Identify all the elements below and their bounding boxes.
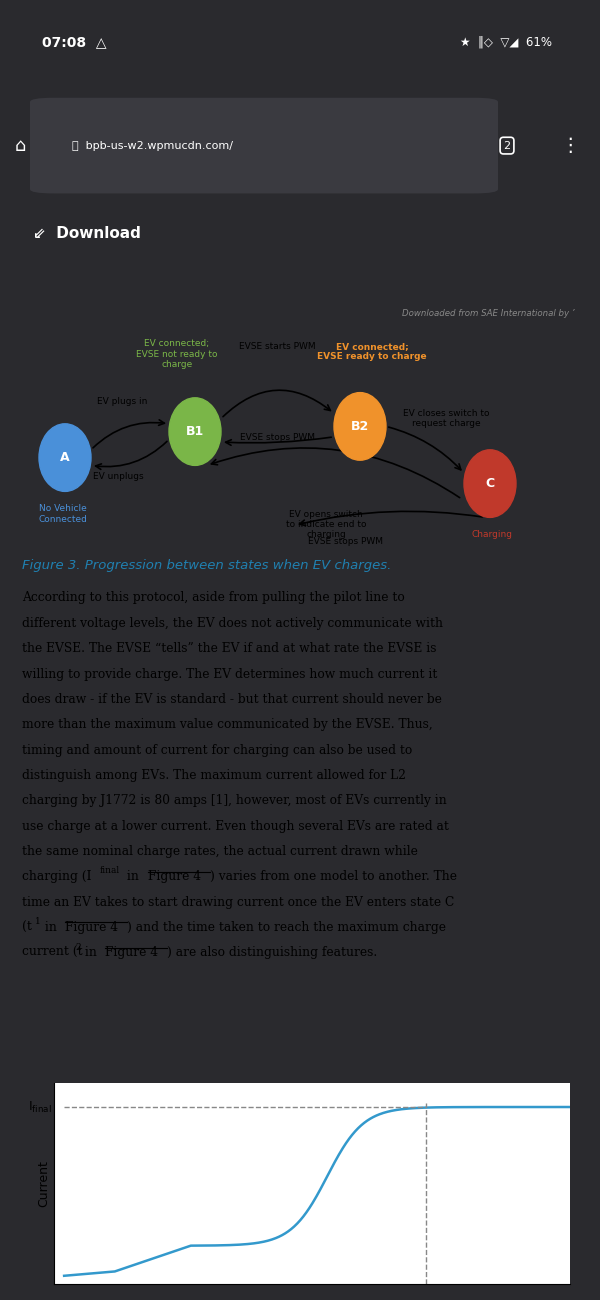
Text: distinguish among EVs. The maximum current allowed for L2: distinguish among EVs. The maximum curre… bbox=[22, 768, 406, 781]
Text: 07:08  △: 07:08 △ bbox=[42, 35, 107, 49]
Text: B1: B1 bbox=[186, 425, 204, 438]
Circle shape bbox=[39, 424, 91, 491]
Text: time an EV takes to start drawing current once the EV enters state C: time an EV takes to start drawing curren… bbox=[22, 896, 454, 909]
Text: EV plugs in: EV plugs in bbox=[97, 396, 147, 406]
Text: Figure 4: Figure 4 bbox=[65, 920, 118, 933]
Text: willing to provide charge. The EV determines how much current it: willing to provide charge. The EV determ… bbox=[22, 668, 437, 681]
Text: timing and amount of current for charging can also be used to: timing and amount of current for chargin… bbox=[22, 744, 412, 757]
Text: in: in bbox=[123, 871, 143, 884]
Text: current (t: current (t bbox=[22, 946, 83, 959]
Text: more than the maximum value communicated by the EVSE. Thus,: more than the maximum value communicated… bbox=[22, 718, 433, 731]
Text: charging by J1772 is 80 amps [1], however, most of EVs currently in: charging by J1772 is 80 amps [1], howeve… bbox=[22, 794, 447, 807]
Text: Downloaded from SAE International by ’: Downloaded from SAE International by ’ bbox=[403, 309, 575, 318]
Text: Figure 3. Progression between states when EV charges.: Figure 3. Progression between states whe… bbox=[22, 559, 391, 572]
Text: ) varies from one model to another. The: ) varies from one model to another. The bbox=[210, 871, 457, 884]
Text: According to this protocol, aside from pulling the pilot line to: According to this protocol, aside from p… bbox=[22, 592, 405, 604]
Text: Figure 4: Figure 4 bbox=[148, 871, 201, 884]
Text: EV closes switch to
request charge: EV closes switch to request charge bbox=[403, 410, 489, 428]
Text: EVSE stops PWM: EVSE stops PWM bbox=[308, 537, 383, 546]
Text: ★  ‖◇  ▽◢  61%: ★ ‖◇ ▽◢ 61% bbox=[460, 35, 552, 48]
Text: 🔒  bpb-us-w2.wpmucdn.com/: 🔒 bpb-us-w2.wpmucdn.com/ bbox=[72, 140, 233, 151]
Text: different voltage levels, the EV does not actively communicate with: different voltage levels, the EV does no… bbox=[22, 618, 443, 630]
Text: (t: (t bbox=[22, 920, 32, 933]
Text: EV connected;
EVSE ready to charge: EV connected; EVSE ready to charge bbox=[317, 342, 427, 361]
Text: I$_{\mathregular{final}}$: I$_{\mathregular{final}}$ bbox=[28, 1100, 52, 1114]
Text: in: in bbox=[81, 946, 101, 959]
Text: the EVSE. The EVSE “tells” the EV if and at what rate the EVSE is: the EVSE. The EVSE “tells” the EV if and… bbox=[22, 642, 437, 655]
FancyBboxPatch shape bbox=[30, 98, 498, 194]
Text: ⌂: ⌂ bbox=[15, 136, 26, 155]
Text: No Vehicle
Connected: No Vehicle Connected bbox=[38, 504, 88, 524]
Circle shape bbox=[464, 450, 516, 517]
Text: EV opens switch
to indicate end to
charging: EV opens switch to indicate end to charg… bbox=[286, 510, 366, 540]
Y-axis label: Current: Current bbox=[37, 1160, 50, 1208]
Text: ⇙  Download: ⇙ Download bbox=[33, 226, 141, 240]
Text: EVSE starts PWM: EVSE starts PWM bbox=[239, 342, 316, 351]
Circle shape bbox=[334, 393, 386, 460]
Circle shape bbox=[169, 398, 221, 465]
Text: EVSE stops PWM: EVSE stops PWM bbox=[239, 433, 314, 442]
Text: use charge at a lower current. Even though several EVs are rated at: use charge at a lower current. Even thou… bbox=[22, 820, 449, 832]
Text: Figure 4: Figure 4 bbox=[105, 946, 158, 959]
Text: ⋮: ⋮ bbox=[560, 136, 580, 155]
Text: the same nominal charge rates, the actual current drawn while: the same nominal charge rates, the actua… bbox=[22, 845, 418, 858]
Text: 1: 1 bbox=[35, 918, 41, 926]
Text: 2: 2 bbox=[75, 942, 80, 952]
Text: EV connected;
EVSE not ready to
charge: EV connected; EVSE not ready to charge bbox=[136, 339, 218, 369]
Text: in: in bbox=[41, 920, 61, 933]
Text: 2: 2 bbox=[503, 140, 511, 151]
Text: C: C bbox=[485, 477, 494, 490]
Text: B2: B2 bbox=[351, 420, 369, 433]
Text: A: A bbox=[60, 451, 70, 464]
Text: EV unplugs: EV unplugs bbox=[92, 472, 143, 481]
Text: Charging: Charging bbox=[472, 530, 512, 540]
Text: final: final bbox=[100, 866, 120, 875]
Text: ) and the time taken to reach the maximum charge: ) and the time taken to reach the maximu… bbox=[127, 920, 446, 933]
Text: ) are also distinguishing features.: ) are also distinguishing features. bbox=[167, 946, 377, 959]
Text: charging (I: charging (I bbox=[22, 871, 91, 884]
Text: does draw - if the EV is standard - but that current should never be: does draw - if the EV is standard - but … bbox=[22, 693, 442, 706]
